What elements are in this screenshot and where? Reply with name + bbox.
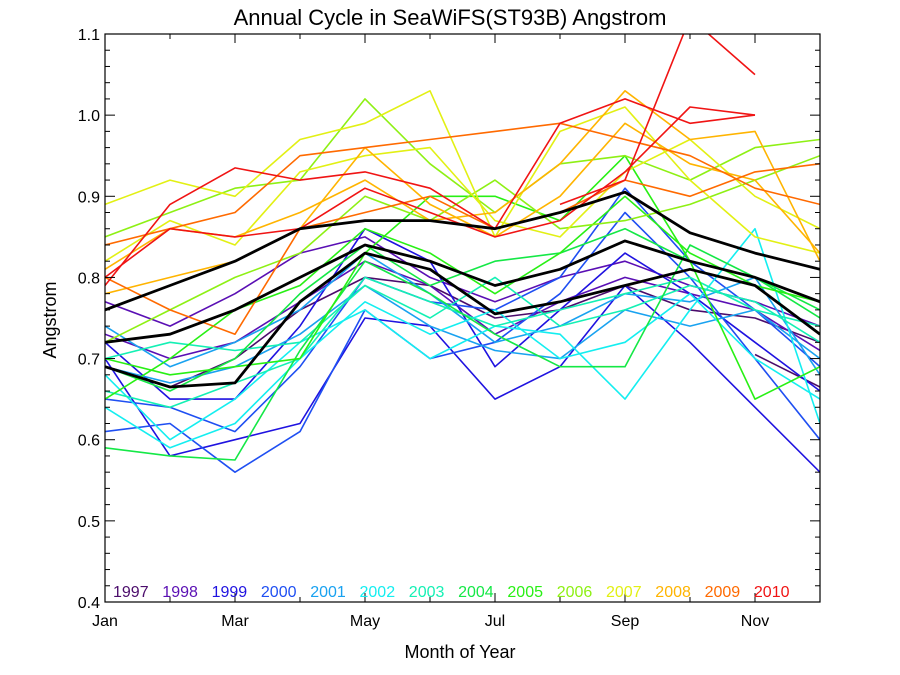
legend-label-2006: 2006 <box>557 584 593 601</box>
legend-label-1998: 1998 <box>162 584 198 601</box>
y-tick-label: 1.1 <box>78 27 100 44</box>
y-tick-label: 0.8 <box>78 270 100 287</box>
x-tick-label: May <box>350 613 380 630</box>
series-line-1 <box>754 353 820 388</box>
series-line-30 <box>105 190 820 312</box>
legend-label-2000: 2000 <box>261 584 297 601</box>
series-line-20 <box>105 154 820 344</box>
series-line-5 <box>105 284 820 473</box>
x-tick-label: Nov <box>741 613 769 630</box>
plot-border <box>104 33 821 603</box>
series-line-12 <box>105 292 820 449</box>
legend-label-2010: 2010 <box>754 584 790 601</box>
legend-label-2007: 2007 <box>606 584 642 601</box>
series-line-32 <box>105 251 820 389</box>
x-axis-label: Month of Year <box>404 642 515 662</box>
series-line-31 <box>105 239 820 344</box>
series-line-7 <box>105 211 820 474</box>
x-tick-label: Sep <box>611 613 640 630</box>
legend-label-2004: 2004 <box>458 584 494 601</box>
legend-label-2003: 2003 <box>409 584 445 601</box>
series-line-17 <box>105 154 820 400</box>
series-line-9 <box>105 252 820 376</box>
series-line-13 <box>105 276 820 360</box>
x-tick-label: Jan <box>92 613 118 630</box>
legend-label-2001: 2001 <box>310 584 346 601</box>
y-tick-label: 0.6 <box>78 433 100 450</box>
series-line-27 <box>105 98 756 287</box>
series-line-29 <box>559 34 756 206</box>
series-line-22 <box>105 138 820 262</box>
series-line-25 <box>105 122 820 246</box>
y-tick-label: 0.9 <box>78 189 100 206</box>
legend: 1997 1998 1999 2000 2001 2002 2003 2004 2005 2006… <box>113 584 790 601</box>
legend-label-2002: 2002 <box>360 584 396 601</box>
legend-label-2009: 2009 <box>705 584 741 601</box>
y-axis-ticks: 0.4 0.5 0.6 0.7 0.8 0.9 1.0 1.1 <box>78 27 820 612</box>
series-line-26 <box>105 163 820 336</box>
y-tick-label: 0.4 <box>78 595 100 612</box>
x-tick-label: Jul <box>485 613 505 630</box>
series-line-28 <box>105 106 756 279</box>
series-line-10 <box>105 284 820 384</box>
y-tick-label: 0.7 <box>78 352 100 369</box>
x-axis-ticks: Jan Mar May Jul Sep Nov <box>92 34 821 630</box>
series-line-15 <box>105 244 820 461</box>
y-axis-label: Angstrom <box>40 281 60 358</box>
y-tick-label: 1.0 <box>78 108 100 125</box>
plot-frame <box>104 33 821 603</box>
series-line-19 <box>105 98 820 238</box>
chart-title: Annual Cycle in SeaWiFS(ST93B) Angstrom <box>234 5 667 30</box>
series-line-21 <box>105 90 820 254</box>
legend-label-1997: 1997 <box>113 584 149 601</box>
legend-label-2008: 2008 <box>655 584 691 601</box>
legend-label-1999: 1999 <box>212 584 248 601</box>
y-tick-label: 0.5 <box>78 514 100 531</box>
x-tick-label: Mar <box>221 613 249 630</box>
series-line-11 <box>105 227 820 441</box>
series-lines <box>105 34 820 474</box>
legend-label-2005: 2005 <box>507 584 543 601</box>
